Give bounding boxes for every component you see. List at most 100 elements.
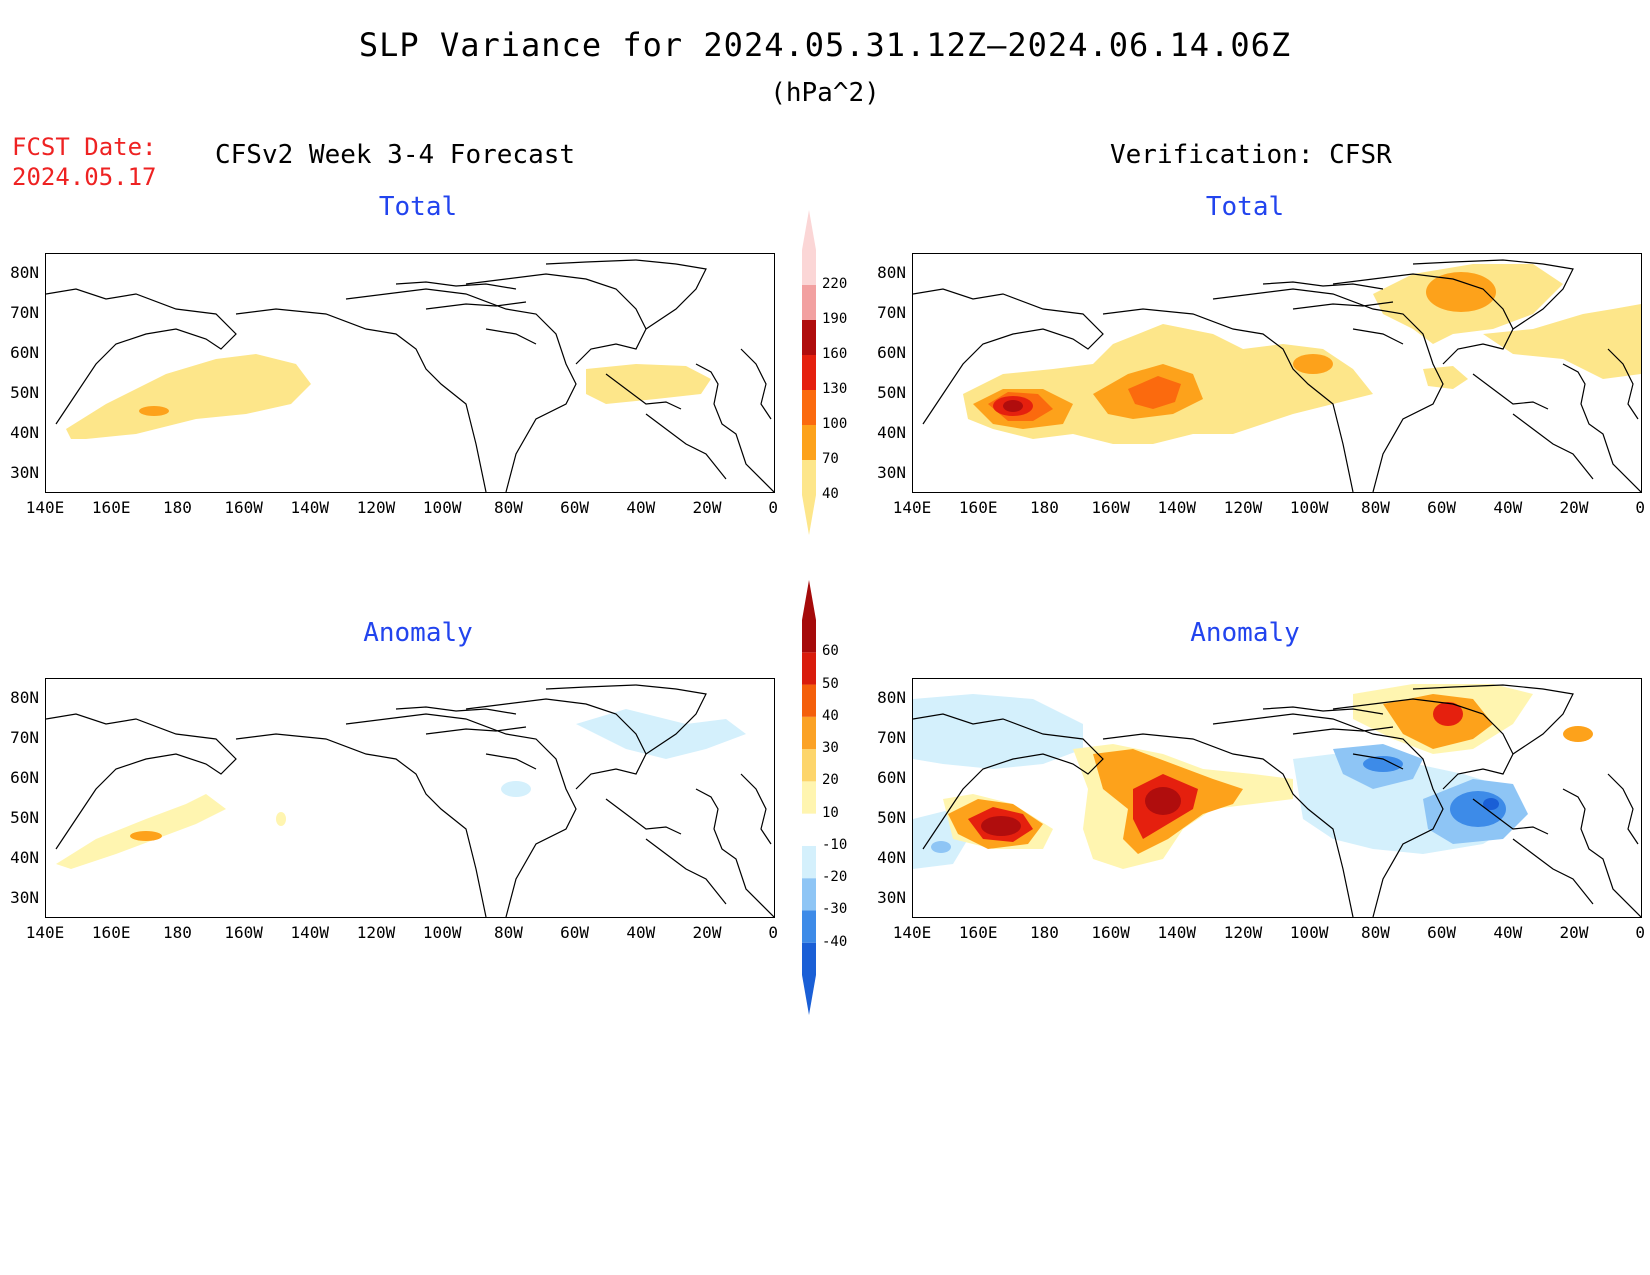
- coastline: [425, 301, 527, 310]
- verification-total-fields: [913, 259, 1641, 492]
- longitude-tick-label: 100W: [422, 923, 462, 942]
- verification-anomaly-title: Anomaly: [1190, 618, 1300, 648]
- longitude-tick-label: 0: [768, 923, 778, 942]
- coastline: [1292, 726, 1394, 735]
- coastline: [913, 713, 1104, 850]
- coastline: [395, 281, 517, 290]
- latitude-tick-label: 60N: [10, 768, 39, 787]
- verification-anomaly-red-greenland: [1433, 702, 1463, 726]
- total-colorbar: [802, 210, 816, 535]
- colorbar-label: 40: [822, 707, 839, 724]
- coastline: [1262, 706, 1384, 715]
- coastline: [545, 259, 707, 330]
- longitude-tick-label: 180: [1029, 923, 1059, 942]
- coastline: [1562, 363, 1641, 492]
- latitude-tick-label: 60N: [10, 343, 39, 362]
- verification-total-orange-greenland: [1426, 272, 1496, 312]
- longitude-tick-label: 140E: [25, 498, 65, 517]
- longitude-tick-label: 100W: [1289, 923, 1329, 942]
- longitude-tick-label: 100W: [1289, 498, 1329, 517]
- longitude-tick-label: 0: [768, 498, 778, 517]
- longitude-tick-label: 160E: [958, 498, 998, 517]
- verification-anomaly-fields: [913, 684, 1641, 917]
- coastline: [485, 328, 537, 345]
- anomaly-colorbar: [802, 580, 816, 1015]
- coastline: [1262, 281, 1384, 290]
- verification-total-orange-labrador: [1293, 354, 1333, 374]
- latitude-tick-label: 60N: [877, 768, 906, 787]
- coastline: [645, 838, 727, 905]
- coastline: [545, 684, 707, 755]
- verification-anomaly-lightblue-west: [931, 841, 951, 853]
- latitude-tick-label: 40N: [10, 423, 39, 442]
- verification-total-darkred-pacific: [1003, 400, 1023, 412]
- longitude-tick-label: 140E: [25, 923, 65, 942]
- longitude-tick-label: 160E: [958, 923, 998, 942]
- colorbar-label: -20: [822, 869, 848, 886]
- latitude-tick-label: 30N: [10, 888, 39, 907]
- longitude-tick-label: 180: [1029, 498, 1059, 517]
- forecast-anomaly-negative-mid: [501, 781, 531, 797]
- colorbar-label: -30: [822, 901, 848, 918]
- forecast-date-block: FCST Date: 2024.05.17: [12, 132, 157, 192]
- colorbar-label: 20: [822, 772, 839, 789]
- longitude-tick-label: 0: [1635, 923, 1645, 942]
- coastline: [1412, 259, 1574, 330]
- longitude-tick-label: 120W: [356, 923, 396, 942]
- forecast-anomaly-negative-north: [576, 709, 746, 759]
- colorbar-swatch: [802, 942, 816, 975]
- coastline: [645, 413, 727, 480]
- colorbar-label: -10: [822, 836, 848, 853]
- coastline: [1332, 273, 1514, 365]
- longitude-tick-label: 160E: [91, 923, 131, 942]
- latitude-tick-label: 70N: [877, 728, 906, 747]
- latitude-tick-label: 70N: [10, 728, 39, 747]
- latitude-tick-label: 40N: [10, 848, 39, 867]
- longitude-tick-label: 160W: [224, 923, 263, 942]
- longitude-tick-label: 160W: [1091, 498, 1130, 517]
- colorbar-swatch: [802, 749, 816, 782]
- coastline: [913, 288, 1104, 425]
- longitude-tick-label: 180: [162, 498, 192, 517]
- coastline: [740, 348, 772, 420]
- coastline: [740, 773, 772, 845]
- latitude-tick-label: 40N: [877, 423, 906, 442]
- coastline: [1512, 838, 1594, 905]
- colorbar-swatch: [802, 910, 816, 943]
- colorbar-swatch: [802, 716, 816, 750]
- coastline: [465, 698, 647, 790]
- longitude-tick-label: 140W: [1157, 923, 1197, 942]
- colorbar-swatch: [802, 652, 816, 685]
- coastline: [1292, 301, 1394, 310]
- verification-anomaly-blue-atlantic: [1450, 791, 1506, 827]
- coastline: [695, 788, 774, 917]
- colorbar-swatch: [802, 845, 816, 879]
- colorbar-swatch: [802, 460, 816, 495]
- colorbar-swatch: [802, 813, 816, 846]
- colorbar-label: 220: [822, 276, 848, 292]
- latitude-tick-label: 30N: [877, 888, 906, 907]
- longitude-tick-label: 160W: [224, 498, 263, 517]
- coastline: [1472, 373, 1549, 410]
- longitude-tick-label: 140W: [1157, 498, 1197, 517]
- coastline: [46, 288, 237, 425]
- colorbar-swatch: [802, 320, 816, 355]
- latitude-tick-label: 50N: [877, 808, 906, 827]
- coastline: [1332, 698, 1514, 790]
- verification-anomaly-darkblue: [1483, 798, 1499, 810]
- longitude-tick-label: 60W: [560, 923, 590, 942]
- longitude-tick-label: 20W: [1559, 498, 1589, 517]
- longitude-tick-label: 140W: [290, 498, 330, 517]
- forecast-total-region-atlantic: [586, 364, 711, 404]
- colorbar-swatch: [802, 250, 816, 285]
- latitude-tick-label: 80N: [10, 688, 39, 707]
- verification-anomaly-darkred-gulf: [1145, 787, 1181, 815]
- latitude-tick-label: 60N: [877, 343, 906, 362]
- colorbar-swatch: [802, 878, 816, 911]
- forecast-total-title: Total: [378, 192, 458, 222]
- verification-anomaly-orange-east: [1563, 726, 1593, 742]
- forecast-total-maximum: [139, 406, 169, 416]
- coastline: [1607, 348, 1639, 420]
- coastline: [695, 363, 774, 492]
- longitude-tick-label: 80W: [493, 923, 523, 942]
